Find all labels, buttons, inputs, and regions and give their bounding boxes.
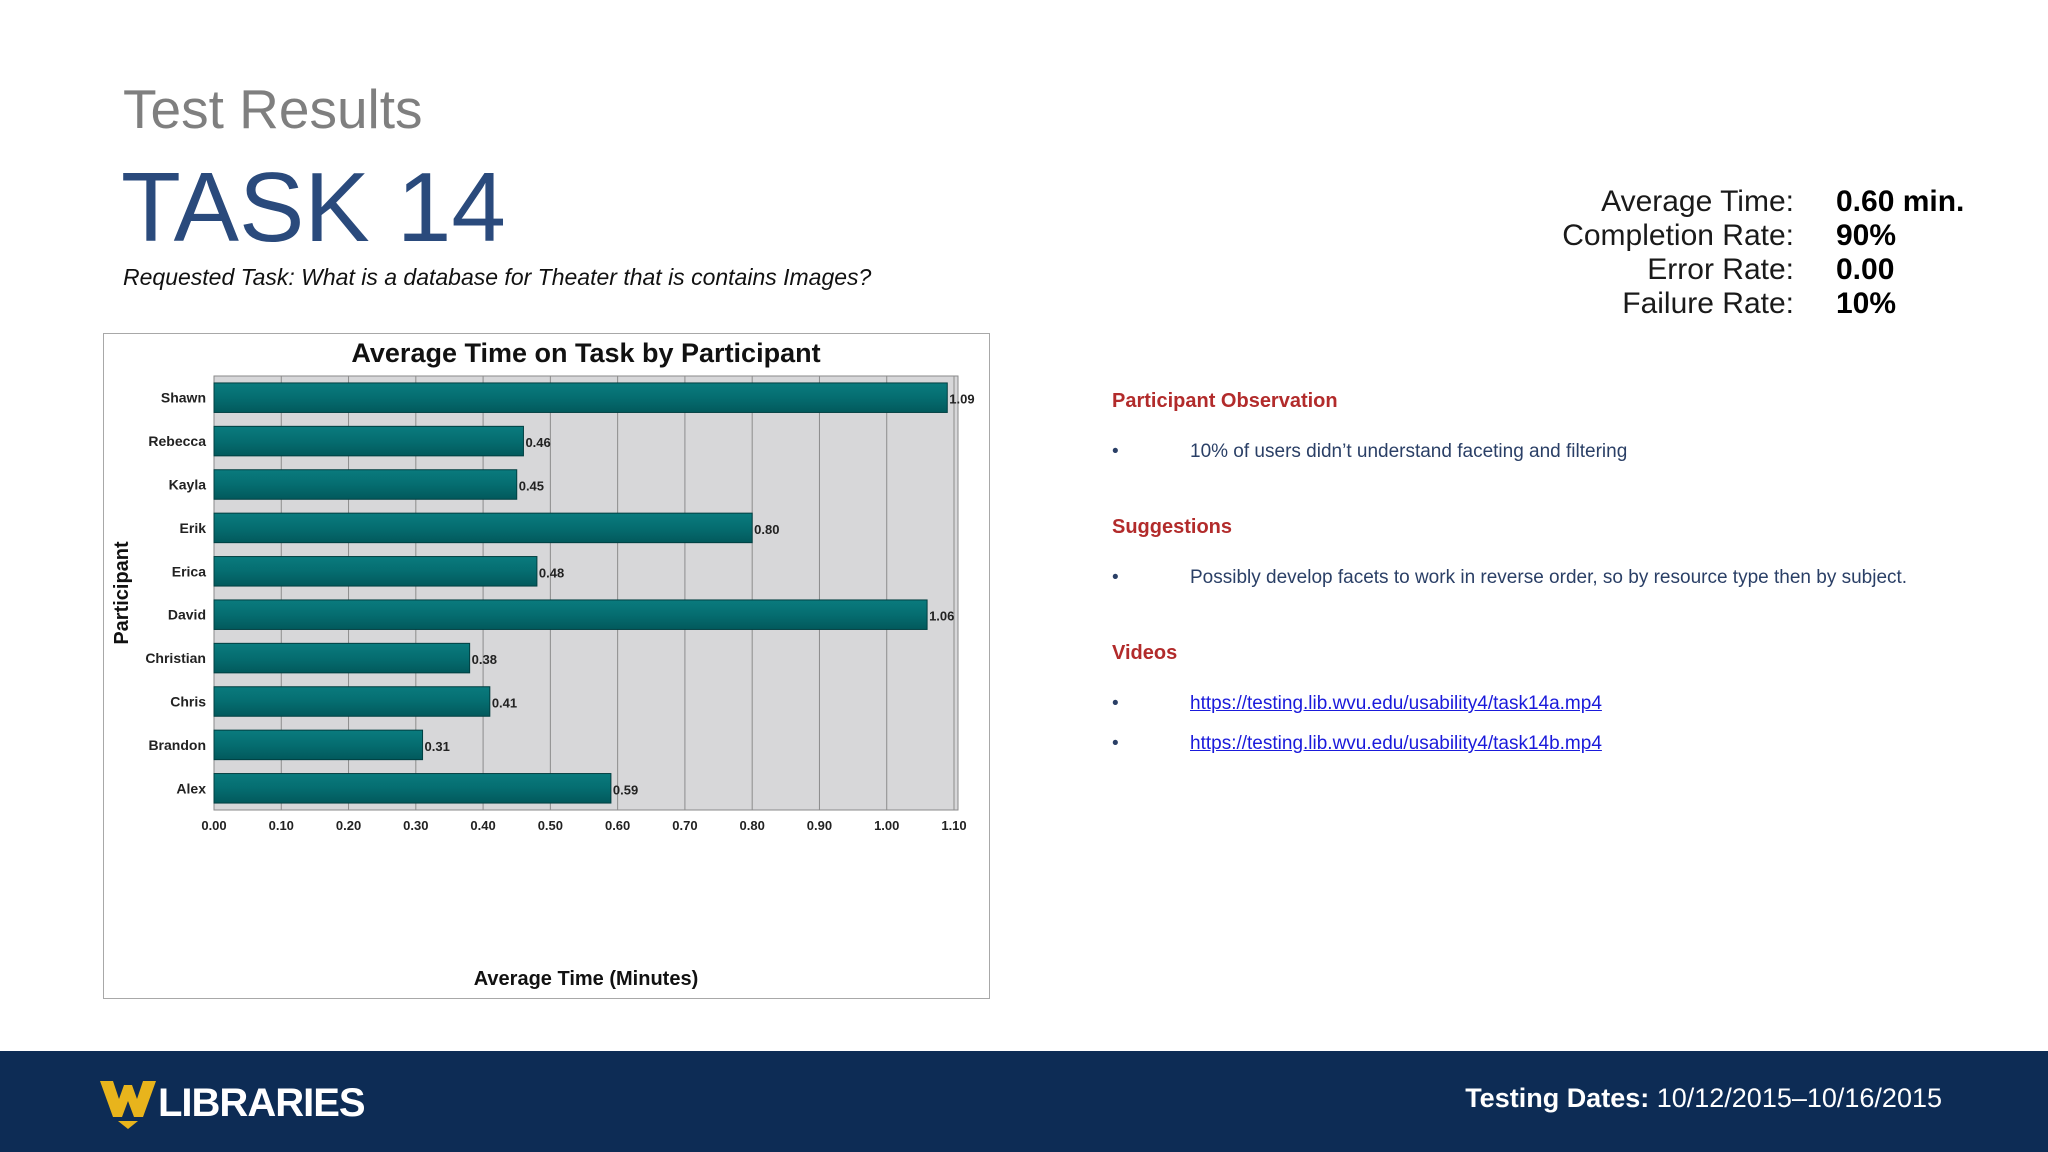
logo-text: LIBRARIES — [158, 1080, 366, 1125]
suggestions-list: • Possibly develop facets to work in rev… — [1112, 560, 1932, 596]
bullet: • — [1112, 567, 1119, 588]
chart-frame: Average Time on Task by Participant Shaw… — [103, 333, 990, 999]
list-item: • https://testing.lib.wvu.edu/usability4… — [1112, 726, 1932, 762]
videos-title: Videos — [1112, 642, 1178, 664]
list-item: • https://testing.lib.wvu.edu/usability4… — [1112, 686, 1932, 722]
x-tick-label: 0.70 — [672, 818, 697, 833]
value-label: 0.48 — [539, 565, 564, 580]
suggestions-title: Suggestions — [1112, 516, 1233, 538]
category-label: Brandon — [148, 737, 206, 753]
value-label: 1.06 — [929, 609, 954, 624]
category-label: Alex — [176, 780, 206, 796]
bar-brandon — [213, 729, 424, 761]
videos-list: • https://testing.lib.wvu.edu/usability4… — [1112, 686, 1932, 762]
x-tick-label: 0.60 — [605, 818, 630, 833]
testing-dates-label: Testing Dates: — [1465, 1083, 1650, 1113]
notes-panel: Participant Observation • 10% of users d… — [1112, 388, 1932, 806]
observation-title: Participant Observation — [1112, 390, 1338, 412]
x-tick-label: 0.80 — [740, 818, 765, 833]
y-axis-label: Participant — [111, 541, 133, 645]
x-tick-label: 0.00 — [201, 818, 226, 833]
chart-title: Average Time on Task by Participant — [351, 338, 820, 368]
x-tick-label: 1.00 — [874, 818, 899, 833]
average-time-value: 0.60 min. — [1836, 185, 1965, 218]
error-rate-label: Error Rate: — [1647, 253, 1794, 286]
video-link-task14a[interactable]: https://testing.lib.wvu.edu/usability4/t… — [1190, 693, 1602, 714]
bullet: • — [1112, 441, 1119, 462]
bar-erica — [213, 556, 538, 587]
value-label: 0.59 — [613, 782, 638, 797]
value-label: 0.46 — [525, 435, 550, 450]
bullet: • — [1112, 693, 1119, 714]
category-label: Erica — [172, 563, 206, 579]
category-label: Erik — [180, 520, 207, 536]
category-label: Kayla — [169, 477, 207, 493]
x-tick-label: 0.50 — [538, 818, 563, 833]
footer-bar: LIBRARIES Testing Dates: 10/12/2015–10/1… — [0, 1051, 2048, 1152]
value-label: 0.45 — [519, 479, 544, 494]
bar-kayla — [213, 469, 518, 500]
x-tick-label: 0.30 — [403, 818, 428, 833]
testing-dates-value: 10/12/2015–10/16/2015 — [1649, 1083, 1942, 1113]
failure-rate-value: 10% — [1836, 287, 1897, 320]
completion-rate-label: Completion Rate: — [1562, 219, 1794, 252]
value-label: 0.31 — [425, 739, 450, 754]
bar-erik — [213, 512, 753, 544]
testing-dates: Testing Dates: 10/12/2015–10/16/2015 — [1465, 1083, 1942, 1114]
x-tick-label: 1.10 — [941, 818, 966, 833]
bar-david — [213, 599, 928, 630]
x-tick-label: 0.90 — [807, 818, 832, 833]
videos-section: Videos • https://testing.lib.wvu.edu/usa… — [1112, 640, 1932, 762]
category-label: Rebecca — [148, 433, 206, 449]
suggestion-text: Possibly develop facets to work in rever… — [1190, 567, 1908, 588]
suggestions-section: Suggestions • Possibly develop facets to… — [1112, 514, 1932, 596]
video-link-task14b[interactable]: https://testing.lib.wvu.edu/usability4/t… — [1190, 733, 1602, 754]
bar-christian — [213, 642, 471, 674]
observation-section: Participant Observation • 10% of users d… — [1112, 388, 1932, 470]
value-label: 1.09 — [949, 392, 974, 407]
bar-chris — [213, 686, 491, 717]
x-tick-label: 0.10 — [269, 818, 294, 833]
slide-title: TASK 14 — [121, 152, 506, 262]
x-tick-label: 0.40 — [470, 818, 495, 833]
bar-shawn — [213, 382, 948, 413]
x-axis-label: Average Time (Minutes) — [474, 968, 699, 990]
slide-subtitle: Test Results — [123, 78, 423, 140]
average-time-label: Average Time: — [1601, 185, 1794, 218]
list-item: • 10% of users didn’t understand facetin… — [1112, 434, 1932, 470]
bar-alex — [213, 773, 612, 804]
observation-list: • 10% of users didn’t understand facetin… — [1112, 434, 1932, 470]
requested-task: Requested Task: What is a database for T… — [123, 264, 872, 290]
wv-logo-icon — [100, 1081, 156, 1129]
bar-rebecca — [213, 425, 524, 457]
category-label: Shawn — [161, 390, 206, 406]
failure-rate-label: Failure Rate: — [1622, 287, 1794, 320]
wvu-libraries-logo[interactable]: LIBRARIES — [100, 1073, 366, 1133]
category-label: David — [168, 607, 206, 623]
category-label: Christian — [145, 650, 206, 666]
bar-chart: Average Time on Task by Participant Shaw… — [111, 338, 975, 990]
x-tick-label: 0.20 — [336, 818, 361, 833]
completion-rate-value: 90% — [1836, 219, 1897, 252]
category-label: Chris — [170, 694, 206, 710]
error-rate-value: 0.00 — [1836, 253, 1895, 286]
value-label: 0.41 — [492, 696, 517, 711]
observation-text: 10% of users didn’t understand faceting … — [1190, 441, 1628, 462]
list-item: • Possibly develop facets to work in rev… — [1112, 560, 1932, 596]
value-label: 0.38 — [472, 652, 497, 667]
bullet: • — [1112, 733, 1119, 754]
task-stats: Average Time: 0.60 min. Completion Rate:… — [1500, 185, 1986, 321]
value-label: 0.80 — [754, 522, 779, 537]
